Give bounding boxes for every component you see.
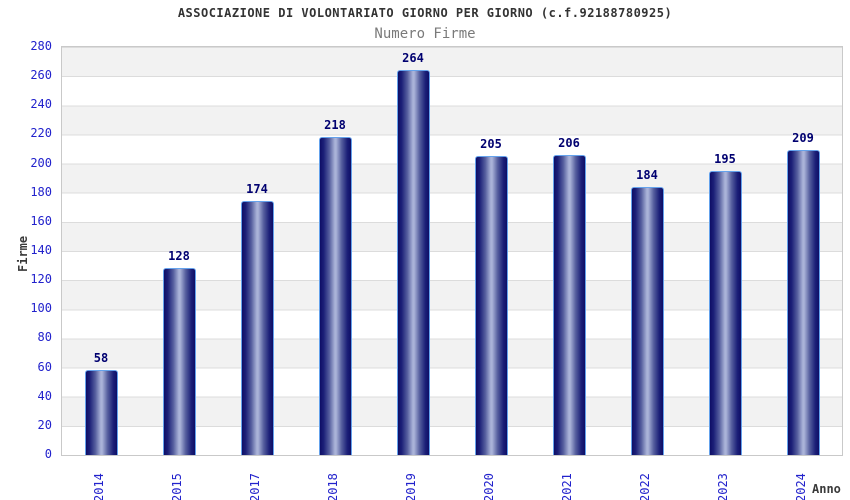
y-tick-label-60: 60: [37, 359, 52, 374]
bar-2017: [241, 201, 274, 455]
x-tick-label-2020: 2020: [482, 473, 496, 500]
y-tick-label-180: 180: [30, 184, 52, 199]
x-tick-label-2022: 2022: [638, 473, 652, 500]
bar-2014: [85, 370, 118, 455]
bar-value-label-2014: 58: [93, 351, 109, 365]
y-tick-label-0: 0: [44, 447, 52, 461]
x-axis-title: Anno: [812, 482, 841, 496]
x-tick-label-2015: 2015: [170, 473, 184, 500]
x-tick-label-2017: 2017: [248, 473, 262, 500]
bar-value-label-2018: 218: [324, 118, 346, 132]
bar-2021: [553, 155, 586, 455]
y-tick-label-240: 240: [30, 97, 52, 112]
y-tick-label-20: 20: [37, 417, 52, 432]
bar-2024: [787, 150, 820, 455]
bar-value-label-2015: 128: [168, 249, 190, 263]
y-tick-label-120: 120: [30, 272, 52, 287]
bar-value-label-2022: 184: [636, 168, 658, 182]
x-tick-label-2021: 2021: [560, 473, 574, 500]
x-tick-label-2023: 2023: [716, 473, 730, 500]
bar-value-label-2023: 195: [714, 152, 736, 166]
bar-value-label-2017: 174: [246, 182, 268, 196]
y-tick-label-280: 280: [30, 39, 52, 53]
y-tick-label-220: 220: [30, 126, 52, 141]
x-tick-label-2014: 2014: [92, 473, 106, 500]
x-tick-label-2018: 2018: [326, 473, 340, 500]
bar-2018: [319, 137, 352, 455]
bar-value-label-2021: 206: [558, 136, 580, 150]
y-tick-label-160: 160: [30, 213, 52, 228]
y-tick-label-100: 100: [30, 301, 52, 316]
bar-value-label-2024: 209: [792, 131, 814, 145]
x-tick-label-2019: 2019: [404, 473, 418, 500]
y-tick-label-40: 40: [37, 388, 52, 403]
plot-area: 58 128 174 218 264 205 206 184 195 209: [61, 46, 843, 456]
chart-subtitle: Numero Firme: [374, 26, 476, 42]
bar-value-label-2020: 205: [480, 137, 502, 151]
y-tick-label-260: 260: [30, 68, 52, 83]
y-tick-label-80: 80: [37, 330, 52, 345]
bar-2015: [163, 268, 196, 455]
bar-2020: [475, 156, 508, 455]
x-tick-label-2024: 2024: [794, 473, 808, 500]
bar-2023: [709, 171, 742, 455]
bar-2022: [631, 187, 664, 455]
bar-value-label-2019: 264: [402, 51, 424, 65]
chart-title: ASSOCIAZIONE DI VOLONTARIATO GIORNO PER …: [177, 6, 673, 20]
bar-2019: [397, 70, 430, 455]
y-tick-label-140: 140: [30, 243, 52, 257]
y-tick-label-200: 200: [30, 155, 52, 170]
